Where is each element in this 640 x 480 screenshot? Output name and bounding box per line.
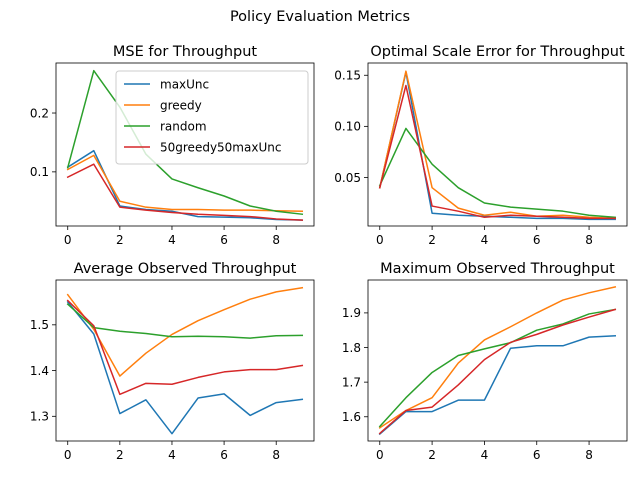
series-line-50greedy50maxUnc [66,299,304,396]
x-tick-label: 0 [376,233,384,247]
series-line-50greedy50maxUnc [66,163,304,221]
figure-suptitle: Policy Evaluation Metrics [230,9,410,25]
x-tick-label: 8 [272,233,280,247]
subplot-2: Optimal Scale Error for Throughput 0 2 4 6 8 0… [334,44,628,247]
legend-label-50greedy50maxUnc: 50greedy50maxUnc [160,140,281,154]
series-line-maxUnc [66,300,304,435]
series-line-greedy [66,286,304,377]
x-tick-label: 0 [64,233,72,247]
y-tick-label: 1.8 [342,341,361,355]
series-line-maxUnc [378,334,617,436]
series-line-greedy [66,154,304,213]
x-tick-label: 0 [376,448,384,462]
x-tick-label: 2 [428,448,436,462]
legend-box [115,70,309,165]
y-tick-label: 1.6 [342,410,361,424]
x-tick-label: 4 [168,233,176,247]
y-tick-label: 1.5 [30,318,49,332]
y-tick-label: 0.10 [334,120,361,134]
legend: maxUnc greedy random 50greedy50maxUnc [115,70,309,165]
series-line-50greedy50maxUnc [378,308,617,435]
y-tick-label: 0.2 [30,106,49,120]
x-tick-label: 2 [116,233,124,247]
x-tick-label: 0 [64,448,72,462]
x-tick-label: 2 [116,448,124,462]
y-tick-label: 0.05 [334,171,361,185]
y-tick-label: 1.4 [30,364,49,378]
axes-frame [367,279,628,442]
x-tick-label: 8 [272,448,280,462]
subplot-4: Maximum Observed Throughput 0 2 4 6 8 1.6 1.7 1.… [342,261,628,462]
x-tick-label: 6 [533,448,541,462]
x-tick-label: 2 [428,233,436,247]
legend-label-random: random [160,119,207,133]
axes-frame [367,62,628,227]
series-line-random [378,308,617,428]
y-tick-label: 1.3 [30,410,49,424]
y-tick-label: 0.15 [334,69,361,83]
x-tick-label: 6 [220,448,228,462]
subplot-title: Optimal Scale Error for Throughput [370,44,625,60]
x-tick-label: 6 [220,233,228,247]
axes-frame [55,62,315,227]
subplot-title: Average Observed Throughput [74,261,297,277]
subplot-title: MSE for Throughput [113,44,258,60]
y-tick-label: 1.7 [342,375,361,389]
x-tick-label: 6 [533,233,541,247]
legend-label-greedy: greedy [160,98,202,112]
series-line-greedy [378,70,617,220]
series-line-greedy [378,286,617,429]
subplot-title: Maximum Observed Throughput [380,261,615,277]
y-tick-label: 0.1 [30,165,49,179]
series-line-random [66,303,304,339]
subplot-1: MSE for Throughput 0 2 4 6 8 0.1 0.2 maxUnc greed… [30,44,315,247]
axes-frame [55,279,315,442]
series-line-50greedy50maxUnc [378,84,616,220]
subplot-3: Average Observed Throughput 0 2 4 6 8 1.3 1.4 1.… [30,261,315,462]
x-tick-label: 8 [585,233,593,247]
x-tick-label: 8 [585,448,593,462]
x-tick-label: 4 [168,448,176,462]
legend-label-maxUnc: maxUnc [160,77,209,91]
y-tick-label: 1.9 [342,306,361,320]
x-tick-label: 4 [481,448,489,462]
series-line-random [66,69,304,216]
x-tick-label: 4 [481,233,489,247]
